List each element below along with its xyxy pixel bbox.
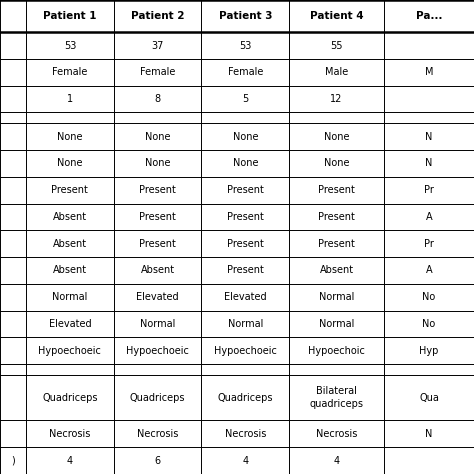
Text: Necrosis: Necrosis	[225, 429, 266, 439]
Text: None: None	[145, 132, 170, 142]
Text: 6: 6	[155, 456, 161, 465]
Text: Patient 3: Patient 3	[219, 11, 272, 21]
Text: None: None	[324, 132, 349, 142]
Text: Quadriceps: Quadriceps	[218, 392, 273, 403]
Text: Absent: Absent	[53, 212, 87, 222]
Text: Absent: Absent	[141, 265, 174, 275]
Text: Pa...: Pa...	[416, 11, 442, 21]
Text: Pr: Pr	[424, 185, 434, 195]
Text: Necrosis: Necrosis	[316, 429, 357, 439]
Text: N: N	[425, 429, 433, 439]
Text: Female: Female	[228, 67, 263, 77]
Text: Quadriceps: Quadriceps	[130, 392, 185, 403]
Text: Normal: Normal	[319, 292, 354, 302]
Text: Hypoechoeic: Hypoechoeic	[126, 346, 189, 356]
Text: Patient 2: Patient 2	[131, 11, 184, 21]
Text: Hypoechoeic: Hypoechoeic	[38, 346, 101, 356]
Text: Present: Present	[227, 239, 264, 249]
Text: Bilateral
quadriceps: Bilateral quadriceps	[310, 386, 364, 409]
Text: Absent: Absent	[53, 265, 87, 275]
Text: Patient 4: Patient 4	[310, 11, 364, 21]
Text: 4: 4	[334, 456, 339, 465]
Text: Pr: Pr	[424, 239, 434, 249]
Text: ): )	[11, 456, 15, 465]
Text: Present: Present	[227, 185, 264, 195]
Text: None: None	[145, 158, 170, 168]
Text: None: None	[57, 132, 82, 142]
Text: Elevated: Elevated	[49, 319, 91, 329]
Text: Present: Present	[227, 212, 264, 222]
Text: Present: Present	[139, 185, 176, 195]
Text: N: N	[425, 158, 433, 168]
Text: None: None	[57, 158, 82, 168]
Text: 4: 4	[242, 456, 248, 465]
Text: Hypoechoic: Hypoechoic	[308, 346, 365, 356]
Text: 55: 55	[330, 40, 343, 51]
Text: Normal: Normal	[140, 319, 175, 329]
Text: Absent: Absent	[319, 265, 354, 275]
Text: Present: Present	[318, 185, 355, 195]
Text: Patient 1: Patient 1	[43, 11, 97, 21]
Text: Normal: Normal	[52, 292, 88, 302]
Text: None: None	[324, 158, 349, 168]
Text: Female: Female	[52, 67, 88, 77]
Text: Female: Female	[140, 67, 175, 77]
Text: Hypoechoeic: Hypoechoeic	[214, 346, 277, 356]
Text: 12: 12	[330, 94, 343, 104]
Text: A: A	[426, 265, 432, 275]
Text: 5: 5	[242, 94, 248, 104]
Text: 53: 53	[239, 40, 252, 51]
Text: Male: Male	[325, 67, 348, 77]
Text: Present: Present	[318, 239, 355, 249]
Text: None: None	[233, 158, 258, 168]
Text: Normal: Normal	[228, 319, 263, 329]
Text: None: None	[233, 132, 258, 142]
Text: Hyp: Hyp	[419, 346, 438, 356]
Text: Elevated: Elevated	[137, 292, 179, 302]
Text: Elevated: Elevated	[224, 292, 266, 302]
Text: Present: Present	[227, 265, 264, 275]
Text: Quadriceps: Quadriceps	[42, 392, 98, 403]
Text: No: No	[422, 292, 436, 302]
Text: 8: 8	[155, 94, 161, 104]
Text: Present: Present	[139, 212, 176, 222]
Text: 37: 37	[151, 40, 164, 51]
Text: 1: 1	[67, 94, 73, 104]
Text: 53: 53	[64, 40, 76, 51]
Text: Present: Present	[52, 185, 88, 195]
Text: 4: 4	[67, 456, 73, 465]
Text: Present: Present	[139, 239, 176, 249]
Text: Absent: Absent	[53, 239, 87, 249]
Text: Present: Present	[318, 212, 355, 222]
Text: Qua: Qua	[419, 392, 439, 403]
Text: M: M	[425, 67, 433, 77]
Text: Necrosis: Necrosis	[49, 429, 91, 439]
Text: N: N	[425, 132, 433, 142]
Text: Necrosis: Necrosis	[137, 429, 178, 439]
Text: Normal: Normal	[319, 319, 354, 329]
Text: No: No	[422, 319, 436, 329]
Text: A: A	[426, 212, 432, 222]
